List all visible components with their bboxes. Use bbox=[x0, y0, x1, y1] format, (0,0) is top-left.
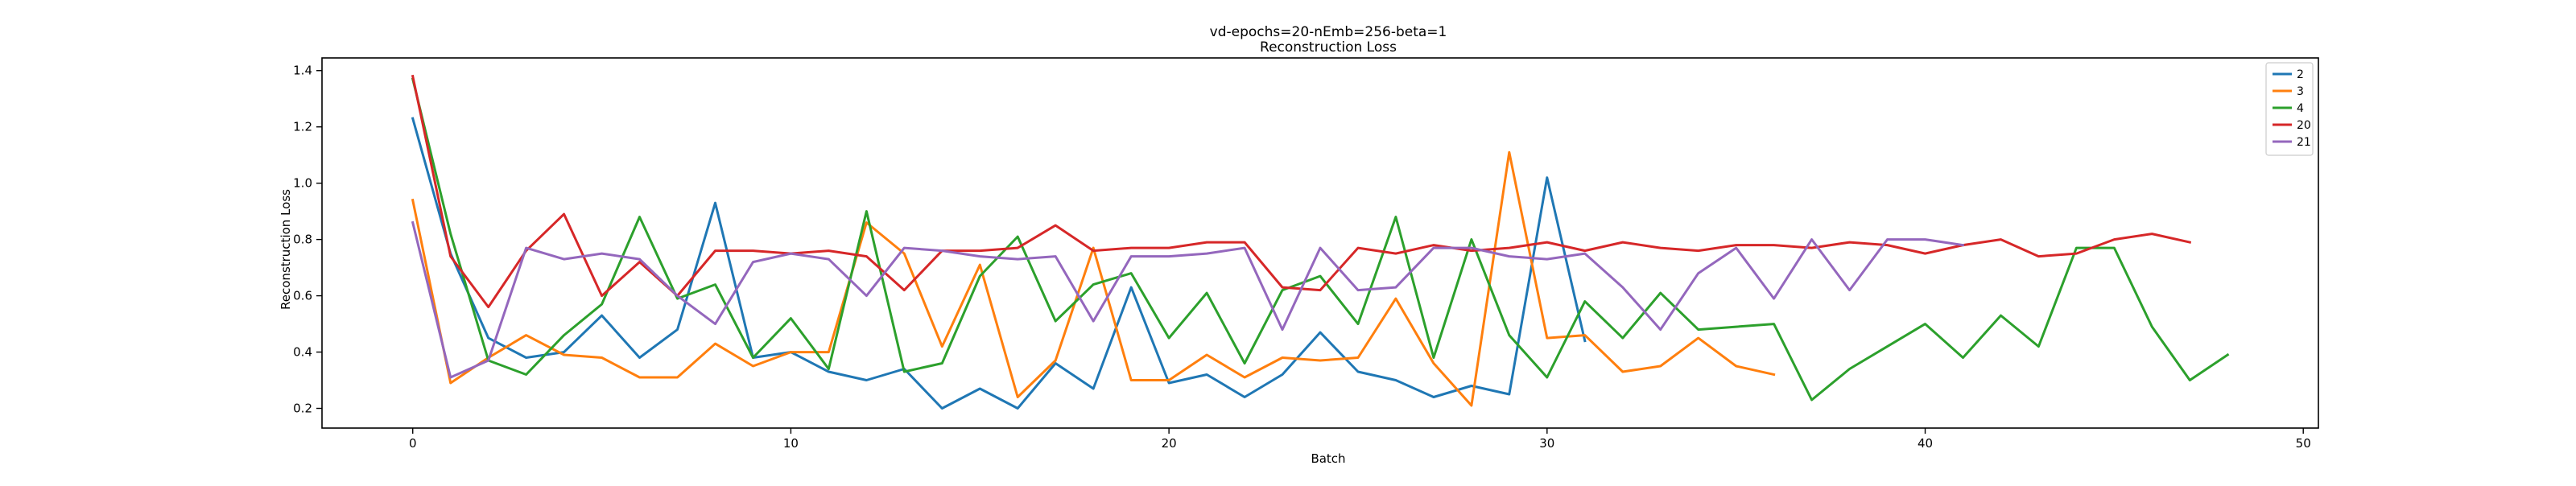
x-tick-label: 20 bbox=[1162, 436, 1177, 451]
y-tick-label: 1.2 bbox=[293, 120, 312, 134]
y-tick-label: 0.6 bbox=[293, 289, 312, 303]
x-tick-label: 40 bbox=[1918, 436, 1933, 451]
x-tick-label: 10 bbox=[783, 436, 799, 451]
series-line-20 bbox=[411, 74, 2192, 309]
legend-label-20: 20 bbox=[2297, 119, 2311, 132]
plot-area: 0 10 20 30 40 50 0.2 0.4 0.6 0.8 1.0 1.2 1.4 bbox=[293, 57, 2319, 451]
x-tick-label: 0 bbox=[409, 436, 417, 451]
y-tick-label: 1.4 bbox=[293, 64, 312, 78]
legend-label-2: 2 bbox=[2297, 68, 2304, 81]
series-line-3 bbox=[411, 150, 1776, 407]
y-axis-label: Reconstruction Loss bbox=[279, 189, 293, 310]
x-axis-label: Batch bbox=[1311, 451, 1345, 466]
x-tick-label: 30 bbox=[1539, 436, 1554, 451]
legend-label-3: 3 bbox=[2297, 85, 2304, 98]
legend: 2 3 4 20 21 bbox=[2265, 62, 2314, 156]
legend-label-4: 4 bbox=[2297, 102, 2304, 115]
y-tick-label: 1.0 bbox=[293, 176, 312, 191]
series-line-2 bbox=[411, 117, 1587, 410]
y-tick-label: 0.4 bbox=[293, 345, 312, 360]
y-tick-label: 0.2 bbox=[293, 402, 312, 416]
legend-label-21: 21 bbox=[2297, 136, 2311, 149]
x-tick-label: 50 bbox=[2296, 436, 2311, 451]
axes-frame bbox=[321, 57, 2319, 429]
chart-title: vd-epochs=20-nEmb=256-beta=1 bbox=[1210, 24, 1447, 40]
series-line-21 bbox=[411, 220, 1965, 379]
series-line-4 bbox=[411, 77, 2230, 402]
y-tick-label: 0.8 bbox=[293, 233, 312, 247]
chart-subtitle: Reconstruction Loss bbox=[1260, 39, 1397, 56]
